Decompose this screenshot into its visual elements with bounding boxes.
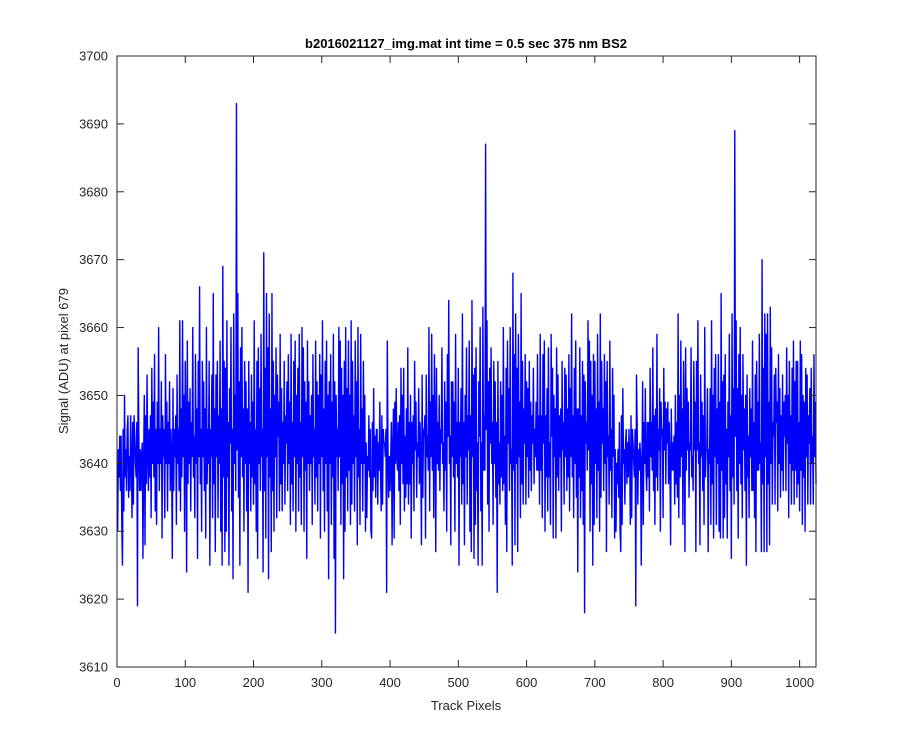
x-tick-label: 400 [379,675,401,690]
y-tick-label: 3660 [79,320,108,335]
y-tick-label: 3650 [79,388,108,403]
y-tick-label: 3670 [79,252,108,267]
x-tick-label: 100 [174,675,196,690]
axes-box [116,55,817,668]
x-tick-label: 900 [721,675,743,690]
series-layer [116,102,817,634]
chart-title: b2016021127_img.mat int time = 0.5 sec 3… [305,36,627,51]
x-tick-label: 600 [516,675,538,690]
y-axis-label: Signal (ADU) at pixel 679 [56,288,71,434]
y-tick-label: 3620 [79,592,108,607]
x-axis-label: Track Pixels [431,698,502,713]
x-tick-label: 0 [113,675,120,690]
x-tick-label: 500 [447,675,469,690]
y-tick-label: 3610 [79,660,108,675]
x-tick-label: 700 [584,675,606,690]
y-tick-label: 3700 [79,49,108,64]
x-tick-label: 1000 [785,675,814,690]
y-tick-label: 3640 [79,456,108,471]
signal-series-line [116,102,817,634]
y-tick-label: 3630 [79,524,108,539]
y-tick-label: 3680 [79,184,108,199]
x-tick-label: 300 [311,675,333,690]
x-tick-label: 800 [652,675,674,690]
x-tick-label: 200 [243,675,265,690]
tick-layer: 0 100 200 300 400 500 600 700 800 900 1000 3610 3620… [79,49,816,690]
y-tick-label: 3690 [79,116,108,131]
